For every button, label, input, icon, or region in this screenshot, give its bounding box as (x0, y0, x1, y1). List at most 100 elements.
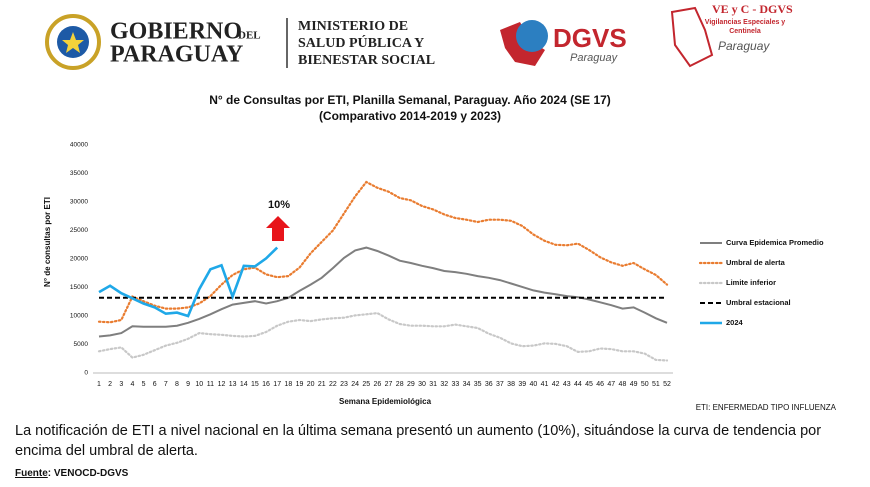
increase-arrow (266, 216, 290, 241)
chart-title: (Comparativo 2014-2019 y 2023) (319, 109, 501, 123)
annotation: 10% (268, 199, 290, 211)
y-tick-label: 15000 (70, 284, 88, 291)
y-tick-label: 5000 (74, 341, 89, 348)
x-tick-label: 28 (396, 381, 404, 388)
source-label: Fuente (15, 468, 48, 479)
y-tick-label: 25000 (70, 227, 88, 234)
x-tick-label: 12 (218, 381, 226, 388)
y-tick-label: 0 (84, 370, 88, 377)
x-tick-label: 25 (362, 381, 370, 388)
x-tick-label: 21 (318, 381, 326, 388)
header: GOBIERNO DEL PARAGUAY MINISTERIO DE SALU… (45, 2, 793, 70)
gov-del: DEL (238, 30, 261, 42)
legend-label: Limite inferior (726, 278, 776, 287)
y-tick-label: 35000 (70, 170, 88, 177)
series-line (98, 246, 668, 338)
x-tick-label: 41 (541, 381, 549, 388)
x-tick-label: 19 (296, 381, 304, 388)
x-tick-label: 23 (340, 381, 348, 388)
vec-sub: Vigilancias Especiales y (705, 19, 786, 26)
vec-map (670, 6, 714, 68)
vec-sub: Centinela (729, 28, 761, 35)
x-tick-label: 2 (108, 381, 112, 388)
x-tick-label: 47 (607, 381, 615, 388)
legend-label: Umbral estacional (726, 298, 791, 307)
x-tick-label: 4 (130, 381, 134, 388)
x-tick-label: 52 (663, 381, 671, 388)
x-tick-label: 13 (229, 381, 237, 388)
x-tick-label: 9 (186, 381, 190, 388)
x-tick-label: 36 (485, 381, 493, 388)
legend-label: Curva Epidemica Promedio (726, 238, 824, 247)
dgvs-globe (516, 20, 548, 52)
x-tick-label: 43 (563, 381, 571, 388)
vec-place: Paraguay (718, 39, 770, 53)
gov-star (62, 32, 84, 53)
dgvs-sub: Paraguay (570, 52, 619, 64)
x-tick-label: 15 (251, 381, 259, 388)
x-tick-label: 26 (374, 381, 382, 388)
x-tick-label: 14 (240, 381, 248, 388)
x-tick-label: 45 (585, 381, 593, 388)
x-tick-label: 46 (596, 381, 604, 388)
chart-title: N° de Consultas por ETI, Planilla Semana… (209, 93, 611, 107)
x-tick-label: 49 (630, 381, 638, 388)
y-tick-label: 40000 (70, 142, 88, 149)
x-tick-label: 3 (119, 381, 123, 388)
x-tick-label: 18 (284, 381, 292, 388)
x-tick-label: 1 (97, 381, 101, 388)
x-tick-label: 5 (142, 381, 146, 388)
ministry: SALUD PÚBLICA Y (298, 34, 424, 51)
x-tick-label: 37 (496, 381, 504, 388)
chart: GOBIERNO DEL PARAGUAY MINISTERIO DE SALU… (43, 2, 837, 412)
x-tick-label: 48 (619, 381, 627, 388)
x-tick-label: 34 (463, 381, 471, 388)
x-tick-label: 8 (175, 381, 179, 388)
y-tick-label: 30000 (70, 199, 88, 206)
x-tick-label: 6 (153, 381, 157, 388)
ministry: MINISTERIO DE (298, 19, 408, 34)
x-tick-label: 31 (429, 381, 437, 388)
series-line (98, 246, 279, 318)
x-axis-label: Semana Epidemiológica (339, 397, 432, 406)
source: Fuente: VENOCD-DGVS (15, 468, 128, 479)
gov-line1: GOBIERNO (110, 19, 242, 45)
x-tick-label: 33 (451, 381, 459, 388)
x-tick-label: 20 (307, 381, 315, 388)
x-tick-label: 17 (273, 381, 281, 388)
x-tick-label: 11 (207, 381, 214, 388)
x-tick-label: 50 (641, 381, 649, 388)
body-text: La notificación de ETI a nivel nacional … (15, 423, 822, 459)
dgvs-title: DGVS (553, 23, 627, 53)
x-tick-label: 16 (262, 381, 270, 388)
source-text: : VENOCD-DGVS (47, 468, 129, 479)
x-tick-label: 42 (552, 381, 560, 388)
x-tick-label: 51 (652, 381, 660, 388)
x-tick-label: 30 (418, 381, 426, 388)
x-tick-label: 40 (529, 381, 537, 388)
legend-label: 2024 (726, 318, 744, 327)
vec-title: VE y C - DGVS (712, 2, 793, 16)
gov-seal (45, 14, 101, 70)
x-tick-label: 22 (329, 381, 337, 388)
x-tick-label: 10 (195, 381, 203, 388)
x-tick-label: 39 (518, 381, 526, 388)
x-tick-label: 44 (574, 381, 582, 388)
ministry: BIENESTAR SOCIAL (298, 53, 435, 68)
x-tick-label: 32 (440, 381, 448, 388)
x-tick-label: 7 (164, 381, 168, 388)
series-line (97, 311, 669, 362)
gov-line2: PARAGUAY (110, 42, 243, 68)
legend-label: Umbral de alerta (726, 258, 786, 267)
y-axis-label: N° de consultas por ETI (43, 197, 52, 287)
x-tick-label: 38 (507, 381, 515, 388)
y-tick-label: 20000 (70, 256, 88, 263)
x-tick-label: 35 (474, 381, 482, 388)
note: ETI: ENFERMEDAD TIPO INFLUENZA (696, 403, 837, 412)
x-tick-label: 24 (351, 381, 359, 388)
x-tick-label: 27 (385, 381, 393, 388)
series-line (97, 180, 669, 324)
x-tick-label: 29 (407, 381, 415, 388)
y-tick-label: 10000 (70, 313, 88, 320)
